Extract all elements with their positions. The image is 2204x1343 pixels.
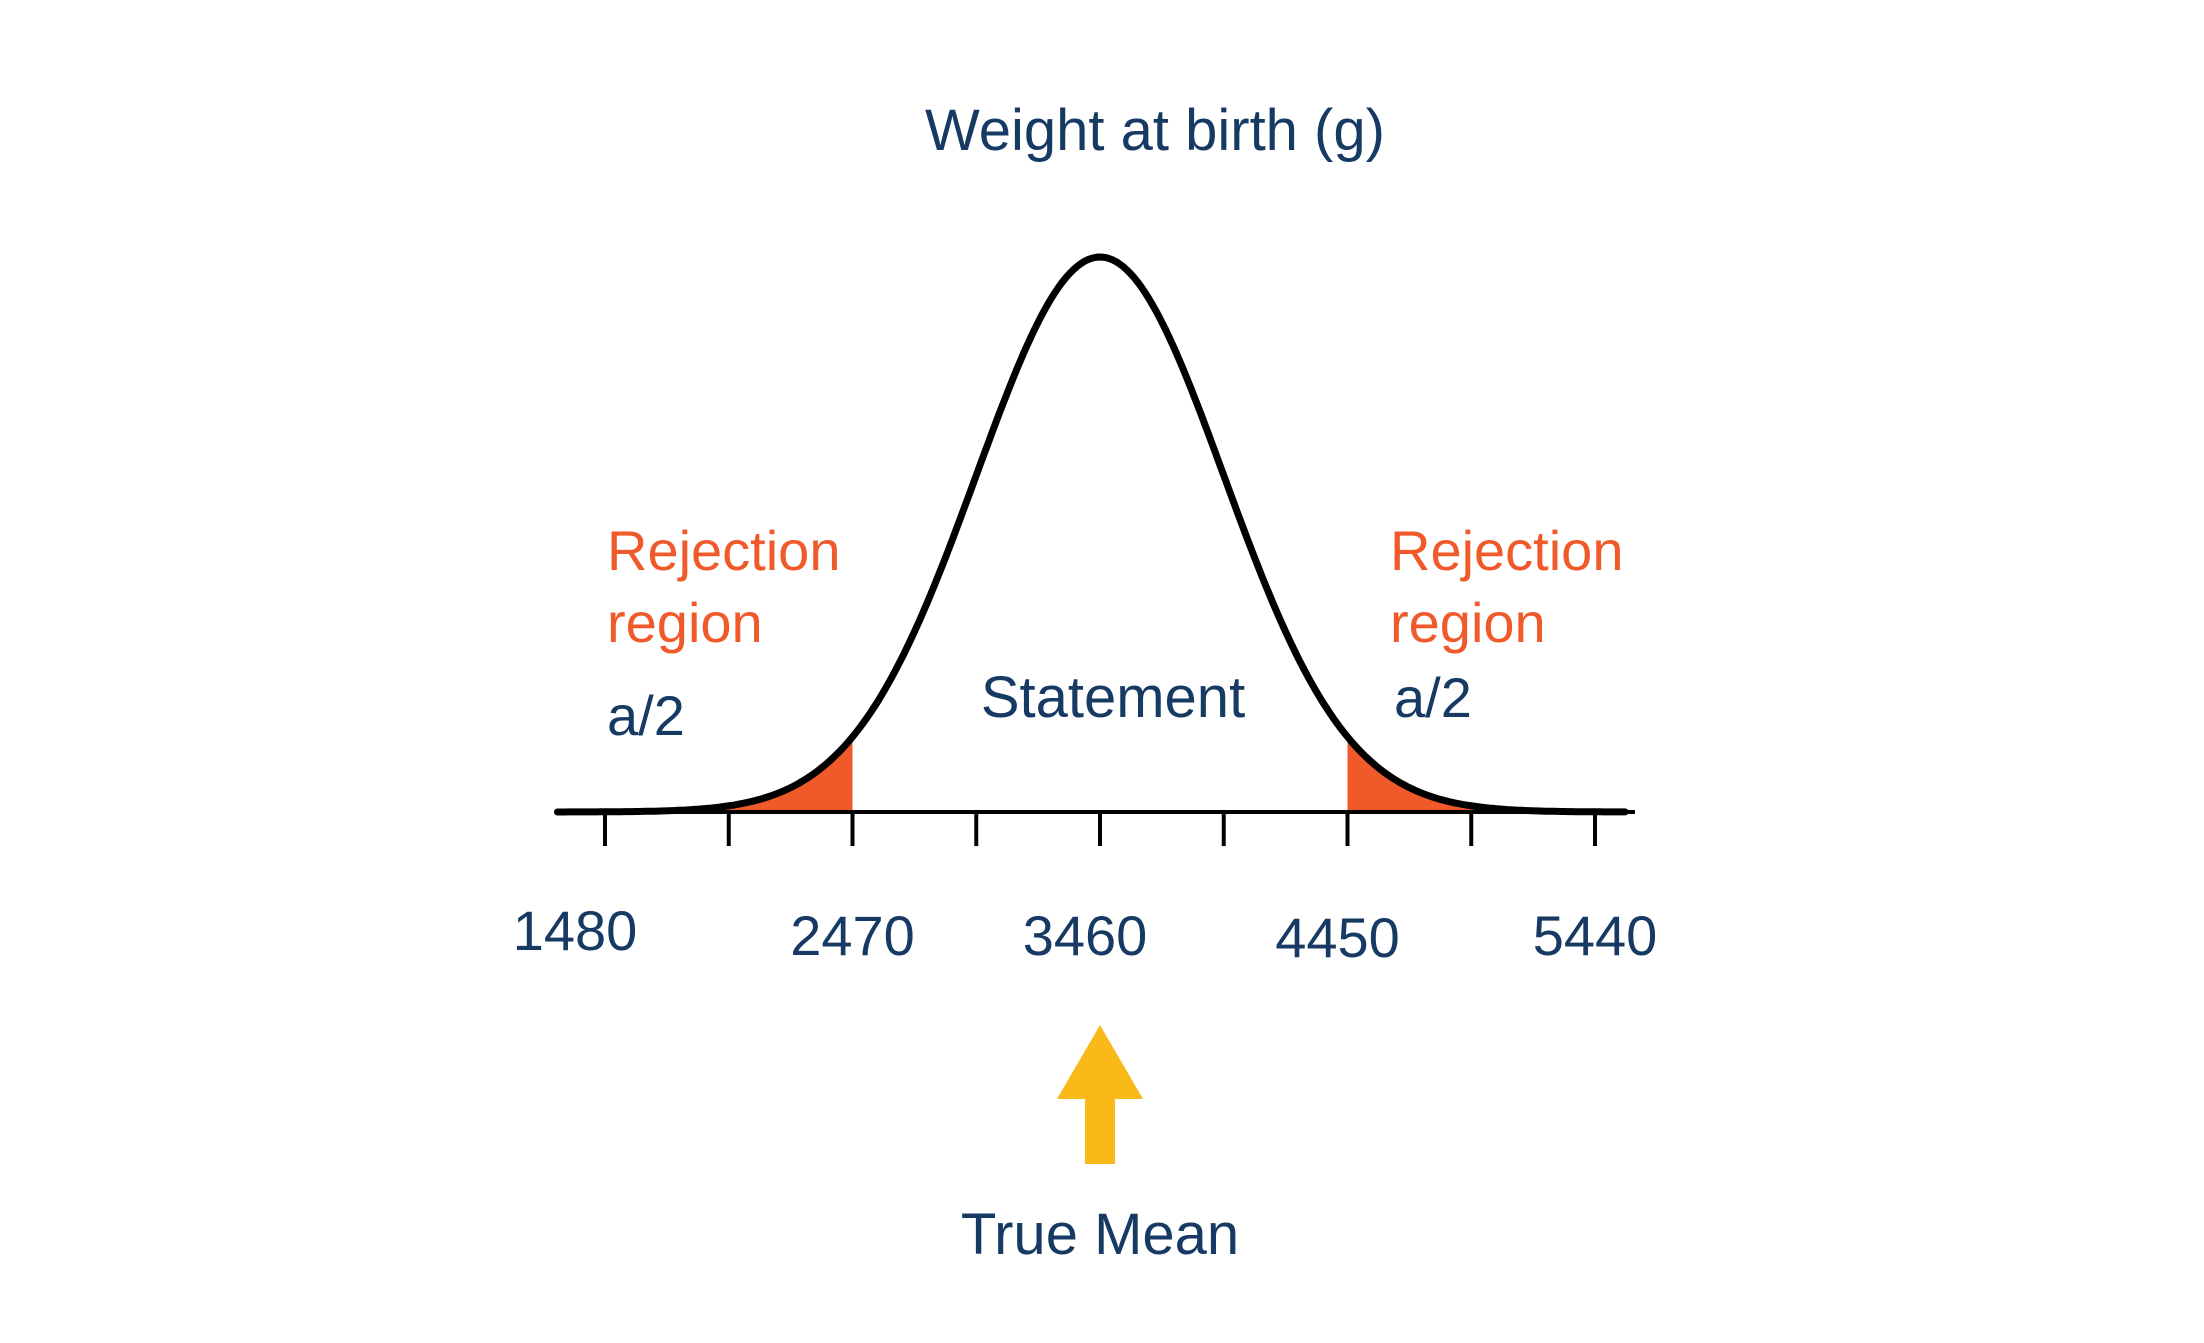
diagram-title: Weight at birth (g) — [925, 98, 1385, 163]
x-tick-label-3460: 3460 — [1023, 904, 1148, 967]
true-mean-label: True Mean — [961, 1202, 1239, 1267]
distribution-curve — [554, 253, 1629, 816]
right-region-label-line2: region — [1390, 591, 1546, 654]
x-tick-label-1480: 1480 — [513, 899, 638, 962]
right-alpha-label: a/2 — [1394, 666, 1472, 729]
x-tick-label-2470: 2470 — [790, 904, 915, 967]
left-alpha-label: a/2 — [607, 684, 685, 747]
right-region-label: Rejection region — [1390, 519, 1623, 654]
x-axis-tick-labels: 1480 2470 3460 4450 5440 — [513, 899, 1658, 969]
left-region-label: Rejection region — [607, 519, 840, 654]
center-region-label: Statement — [981, 665, 1245, 730]
right-region-label-line1: Rejection — [1390, 519, 1623, 582]
x-axis-ticks — [603, 812, 1597, 846]
arrow-up-icon — [1057, 1025, 1143, 1164]
left-region-label-line2: region — [607, 591, 763, 654]
x-tick-label-5440: 5440 — [1533, 904, 1658, 967]
left-region-label-line1: Rejection — [607, 519, 840, 582]
x-tick-label-4450: 4450 — [1275, 906, 1400, 969]
